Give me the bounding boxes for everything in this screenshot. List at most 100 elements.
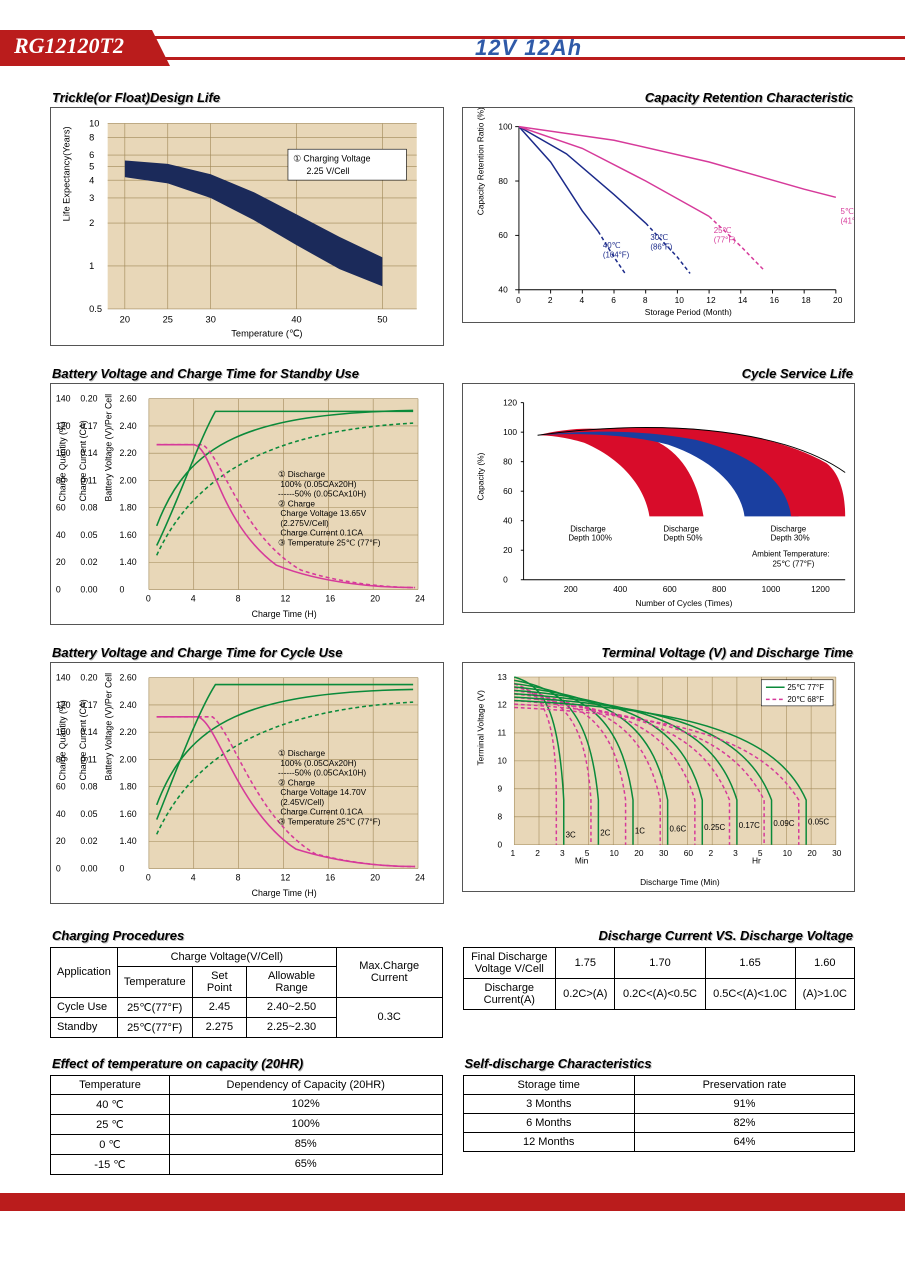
svg-text:Depth 50%: Depth 50% xyxy=(663,534,702,543)
svg-text:(104°F): (104°F) xyxy=(602,250,629,259)
svg-text:8: 8 xyxy=(89,132,94,142)
table-title-charging: Charging Procedures xyxy=(52,928,441,943)
svg-text:40: 40 xyxy=(291,314,301,324)
chart-dischargetime: 12351020306023510203008910111213 3C2C1C0… xyxy=(462,662,856,892)
svg-text:6: 6 xyxy=(611,295,616,305)
svg-text:1.80: 1.80 xyxy=(120,503,137,513)
svg-text:3C: 3C xyxy=(565,830,575,839)
svg-text:20: 20 xyxy=(807,848,817,858)
svg-text:30℃: 30℃ xyxy=(650,233,668,242)
svg-text:2.40: 2.40 xyxy=(120,421,137,431)
svg-text:60: 60 xyxy=(56,503,66,513)
chart-trickle: 20253040500.5123456810 ① Charging Voltag… xyxy=(50,107,444,346)
svg-text:1.40: 1.40 xyxy=(120,836,137,846)
svg-text:Hr: Hr xyxy=(751,855,760,865)
svg-text:2.40: 2.40 xyxy=(120,700,137,710)
svg-text:Charge Quantity (%): Charge Quantity (%) xyxy=(58,700,68,780)
svg-text:1.40: 1.40 xyxy=(120,557,137,567)
svg-text:100: 100 xyxy=(503,427,517,437)
svg-text:Life Expectancy(Years): Life Expectancy(Years) xyxy=(62,126,72,221)
chart-title-cyclecharge: Battery Voltage and Charge Time for Cycl… xyxy=(52,645,442,660)
svg-text:140: 140 xyxy=(56,672,71,682)
svg-text:600: 600 xyxy=(662,584,676,594)
table-charging: Application Charge Voltage(V/Cell) Max.C… xyxy=(50,947,443,1038)
svg-text:Terminal Voltage (V): Terminal Voltage (V) xyxy=(475,690,485,766)
svg-text:0.08: 0.08 xyxy=(80,781,97,791)
svg-text:Discharge: Discharge xyxy=(570,524,606,533)
svg-text:0.02: 0.02 xyxy=(80,557,97,567)
svg-text:0.05C: 0.05C xyxy=(808,817,829,826)
svg-text:1C: 1C xyxy=(634,826,644,835)
svg-text:8: 8 xyxy=(236,593,241,603)
svg-text:14: 14 xyxy=(737,295,747,305)
svg-text:9: 9 xyxy=(497,783,502,793)
svg-text:0: 0 xyxy=(120,584,125,594)
svg-text:30: 30 xyxy=(206,314,216,324)
svg-text:1: 1 xyxy=(510,848,515,858)
svg-text:25℃ 77°F: 25℃ 77°F xyxy=(787,683,824,692)
svg-text:0.5: 0.5 xyxy=(89,304,102,314)
svg-text:30: 30 xyxy=(658,848,668,858)
svg-text:16: 16 xyxy=(325,872,335,882)
svg-text:0.25C: 0.25C xyxy=(704,823,725,832)
svg-text:0: 0 xyxy=(497,839,502,849)
table-discharge: Final Discharge Voltage V/Cell 1.75 1.70… xyxy=(463,947,856,1010)
svg-text:Charge Quantity (%): Charge Quantity (%) xyxy=(58,421,68,501)
svg-text:100: 100 xyxy=(498,121,512,131)
svg-text:0: 0 xyxy=(56,584,61,594)
svg-text:2.20: 2.20 xyxy=(120,448,137,458)
svg-text:30: 30 xyxy=(832,848,842,858)
svg-text:50: 50 xyxy=(377,314,387,324)
svg-text:0.17C: 0.17C xyxy=(738,821,759,830)
svg-text:Discharge: Discharge xyxy=(663,524,699,533)
svg-text:60: 60 xyxy=(503,486,513,496)
svg-text:800: 800 xyxy=(712,584,726,594)
table-selfdischarge: Storage timePreservation rate 3 Months91… xyxy=(463,1075,856,1152)
svg-text:10: 10 xyxy=(674,295,684,305)
svg-text:120: 120 xyxy=(503,397,517,407)
svg-text:0.20: 0.20 xyxy=(80,394,97,404)
table-title-selfdis: Self-discharge Characteristics xyxy=(465,1056,854,1071)
svg-text:20: 20 xyxy=(56,557,66,567)
chart-title-trickle: Trickle(or Float)Design Life xyxy=(52,90,442,105)
svg-text:0: 0 xyxy=(146,593,151,603)
chart-cyclelife: 20040060080010001200020406080100120 Disc… xyxy=(462,383,856,613)
table-title-tempcap: Effect of temperature on capacity (20HR) xyxy=(52,1056,441,1071)
svg-text:20: 20 xyxy=(370,872,380,882)
svg-text:2.60: 2.60 xyxy=(120,394,137,404)
svg-text:18: 18 xyxy=(801,295,811,305)
svg-text:40: 40 xyxy=(498,285,508,295)
svg-text:2: 2 xyxy=(89,218,94,228)
svg-text:Capacity (%): Capacity (%) xyxy=(475,452,485,500)
svg-text:40: 40 xyxy=(56,530,66,540)
svg-text:12: 12 xyxy=(497,699,507,709)
chart-standby: 048121620240204060801001201400.000.020.0… xyxy=(50,383,444,625)
svg-text:25℃: 25℃ xyxy=(713,226,731,235)
svg-text:2.00: 2.00 xyxy=(120,754,137,764)
svg-text:Discharge: Discharge xyxy=(770,524,806,533)
svg-text:20: 20 xyxy=(503,545,513,555)
svg-text:2: 2 xyxy=(547,295,552,305)
table-title-discharge: Discharge Current VS. Discharge Voltage xyxy=(465,928,854,943)
svg-text:12: 12 xyxy=(281,593,291,603)
svg-text:5℃: 5℃ xyxy=(840,207,853,216)
svg-text:0.00: 0.00 xyxy=(80,584,97,594)
chart-title-standby: Battery Voltage and Charge Time for Stan… xyxy=(52,366,442,381)
svg-text:0.08: 0.08 xyxy=(80,503,97,513)
svg-text:10: 10 xyxy=(89,119,99,129)
svg-text:0: 0 xyxy=(146,872,151,882)
svg-text:60: 60 xyxy=(56,781,66,791)
svg-text:1: 1 xyxy=(89,261,94,271)
svg-text:0.05: 0.05 xyxy=(80,530,97,540)
chart-cyclecharge: 048121620240204060801001201400.000.020.0… xyxy=(50,662,444,904)
svg-text:Min: Min xyxy=(574,855,588,865)
svg-text:3: 3 xyxy=(733,848,738,858)
svg-text:(41°F): (41°F) xyxy=(840,216,854,225)
svg-text:(77°F): (77°F) xyxy=(713,235,735,244)
svg-text:4: 4 xyxy=(191,593,196,603)
svg-text:0.02: 0.02 xyxy=(80,836,97,846)
chart-title-cyclelife: Cycle Service Life xyxy=(464,366,854,381)
svg-text:2: 2 xyxy=(535,848,540,858)
svg-text:400: 400 xyxy=(613,584,627,594)
svg-text:2C: 2C xyxy=(600,828,610,837)
